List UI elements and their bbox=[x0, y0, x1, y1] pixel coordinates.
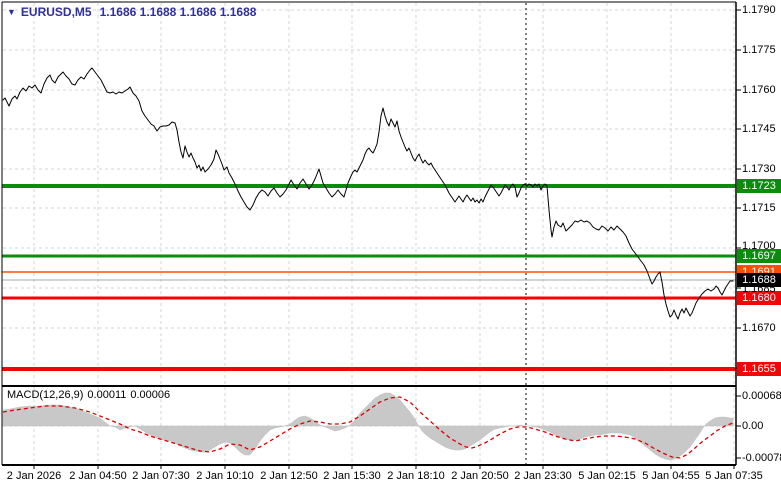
time-axis-label: 2 Jan 12:50 bbox=[260, 470, 318, 482]
price-badge-current-bid: 1.1688 bbox=[737, 273, 781, 287]
price-axis-label: 1.1685 bbox=[742, 283, 776, 295]
chevron-down-icon[interactable]: ▼ bbox=[7, 7, 16, 17]
price-axis-label: 1.1715 bbox=[742, 202, 776, 214]
macd-header: MACD(12,26,9) 0.00011 0.00006 bbox=[7, 389, 174, 401]
time-axis-label: 5 Jan 02:15 bbox=[578, 470, 636, 482]
price-axis-label: 1.1775 bbox=[742, 44, 776, 56]
price-axis-label: 1.1760 bbox=[742, 84, 776, 96]
price-line-series bbox=[2, 67, 734, 320]
price-badge-support-1: 1.1680 bbox=[737, 291, 781, 305]
chart-header: ▼ EURUSD,M5 1.1686 1.1688 1.1686 1.1688 bbox=[7, 5, 256, 19]
macd-main-value: 0.00011 bbox=[87, 389, 127, 401]
time-axis-label: 5 Jan 04:55 bbox=[642, 470, 700, 482]
price-badge-resistance-2: 1.1697 bbox=[737, 249, 781, 263]
price-badge-support-2: 1.1655 bbox=[737, 362, 781, 376]
macd-axis-label: -0.00078 bbox=[742, 452, 781, 464]
axis-tick-marks bbox=[33, 9, 741, 469]
time-axis-label: 2 Jan 04:50 bbox=[69, 470, 127, 482]
time-axis-label: 5 Jan 07:35 bbox=[705, 470, 763, 482]
chart-plot-area[interactable] bbox=[2, 2, 736, 465]
time-axis-label: 2 Jan 07:30 bbox=[132, 470, 190, 482]
time-axis-label: 2 Jan 20:50 bbox=[451, 470, 509, 482]
price-axis-label: 1.1790 bbox=[742, 4, 776, 16]
time-axis-label: 2 Jan 2026 bbox=[6, 470, 62, 482]
horizontal-level-lines bbox=[2, 184, 736, 371]
macd-signal-value: 0.00006 bbox=[130, 389, 171, 401]
macd-histogram bbox=[2, 392, 734, 461]
price-axis-label: 1.1745 bbox=[742, 123, 776, 135]
price-axis-label: 1.1670 bbox=[742, 322, 776, 334]
time-axis-label: 2 Jan 15:30 bbox=[323, 470, 381, 482]
symbol-period-label: EURUSD,M5 bbox=[20, 5, 92, 19]
time-axis-label: 2 Jan 18:10 bbox=[387, 470, 445, 482]
macd-axis-label: 0.00 bbox=[742, 420, 764, 432]
macd-signal-line bbox=[2, 396, 734, 459]
price-axis-label: 1.1730 bbox=[742, 163, 776, 175]
time-axis-label: 2 Jan 23:30 bbox=[514, 470, 572, 482]
ohlc-quotes: 1.1686 1.1688 1.1686 1.1688 bbox=[99, 5, 257, 19]
price-badge-resistance-1: 1.1723 bbox=[737, 179, 781, 193]
macd-axis-label: 0.00068 bbox=[742, 390, 781, 402]
panel-borders bbox=[1, 1, 737, 466]
time-axis-label: 2 Jan 10:10 bbox=[196, 470, 254, 482]
macd-indicator-name: MACD(12,26,9) bbox=[7, 389, 84, 401]
